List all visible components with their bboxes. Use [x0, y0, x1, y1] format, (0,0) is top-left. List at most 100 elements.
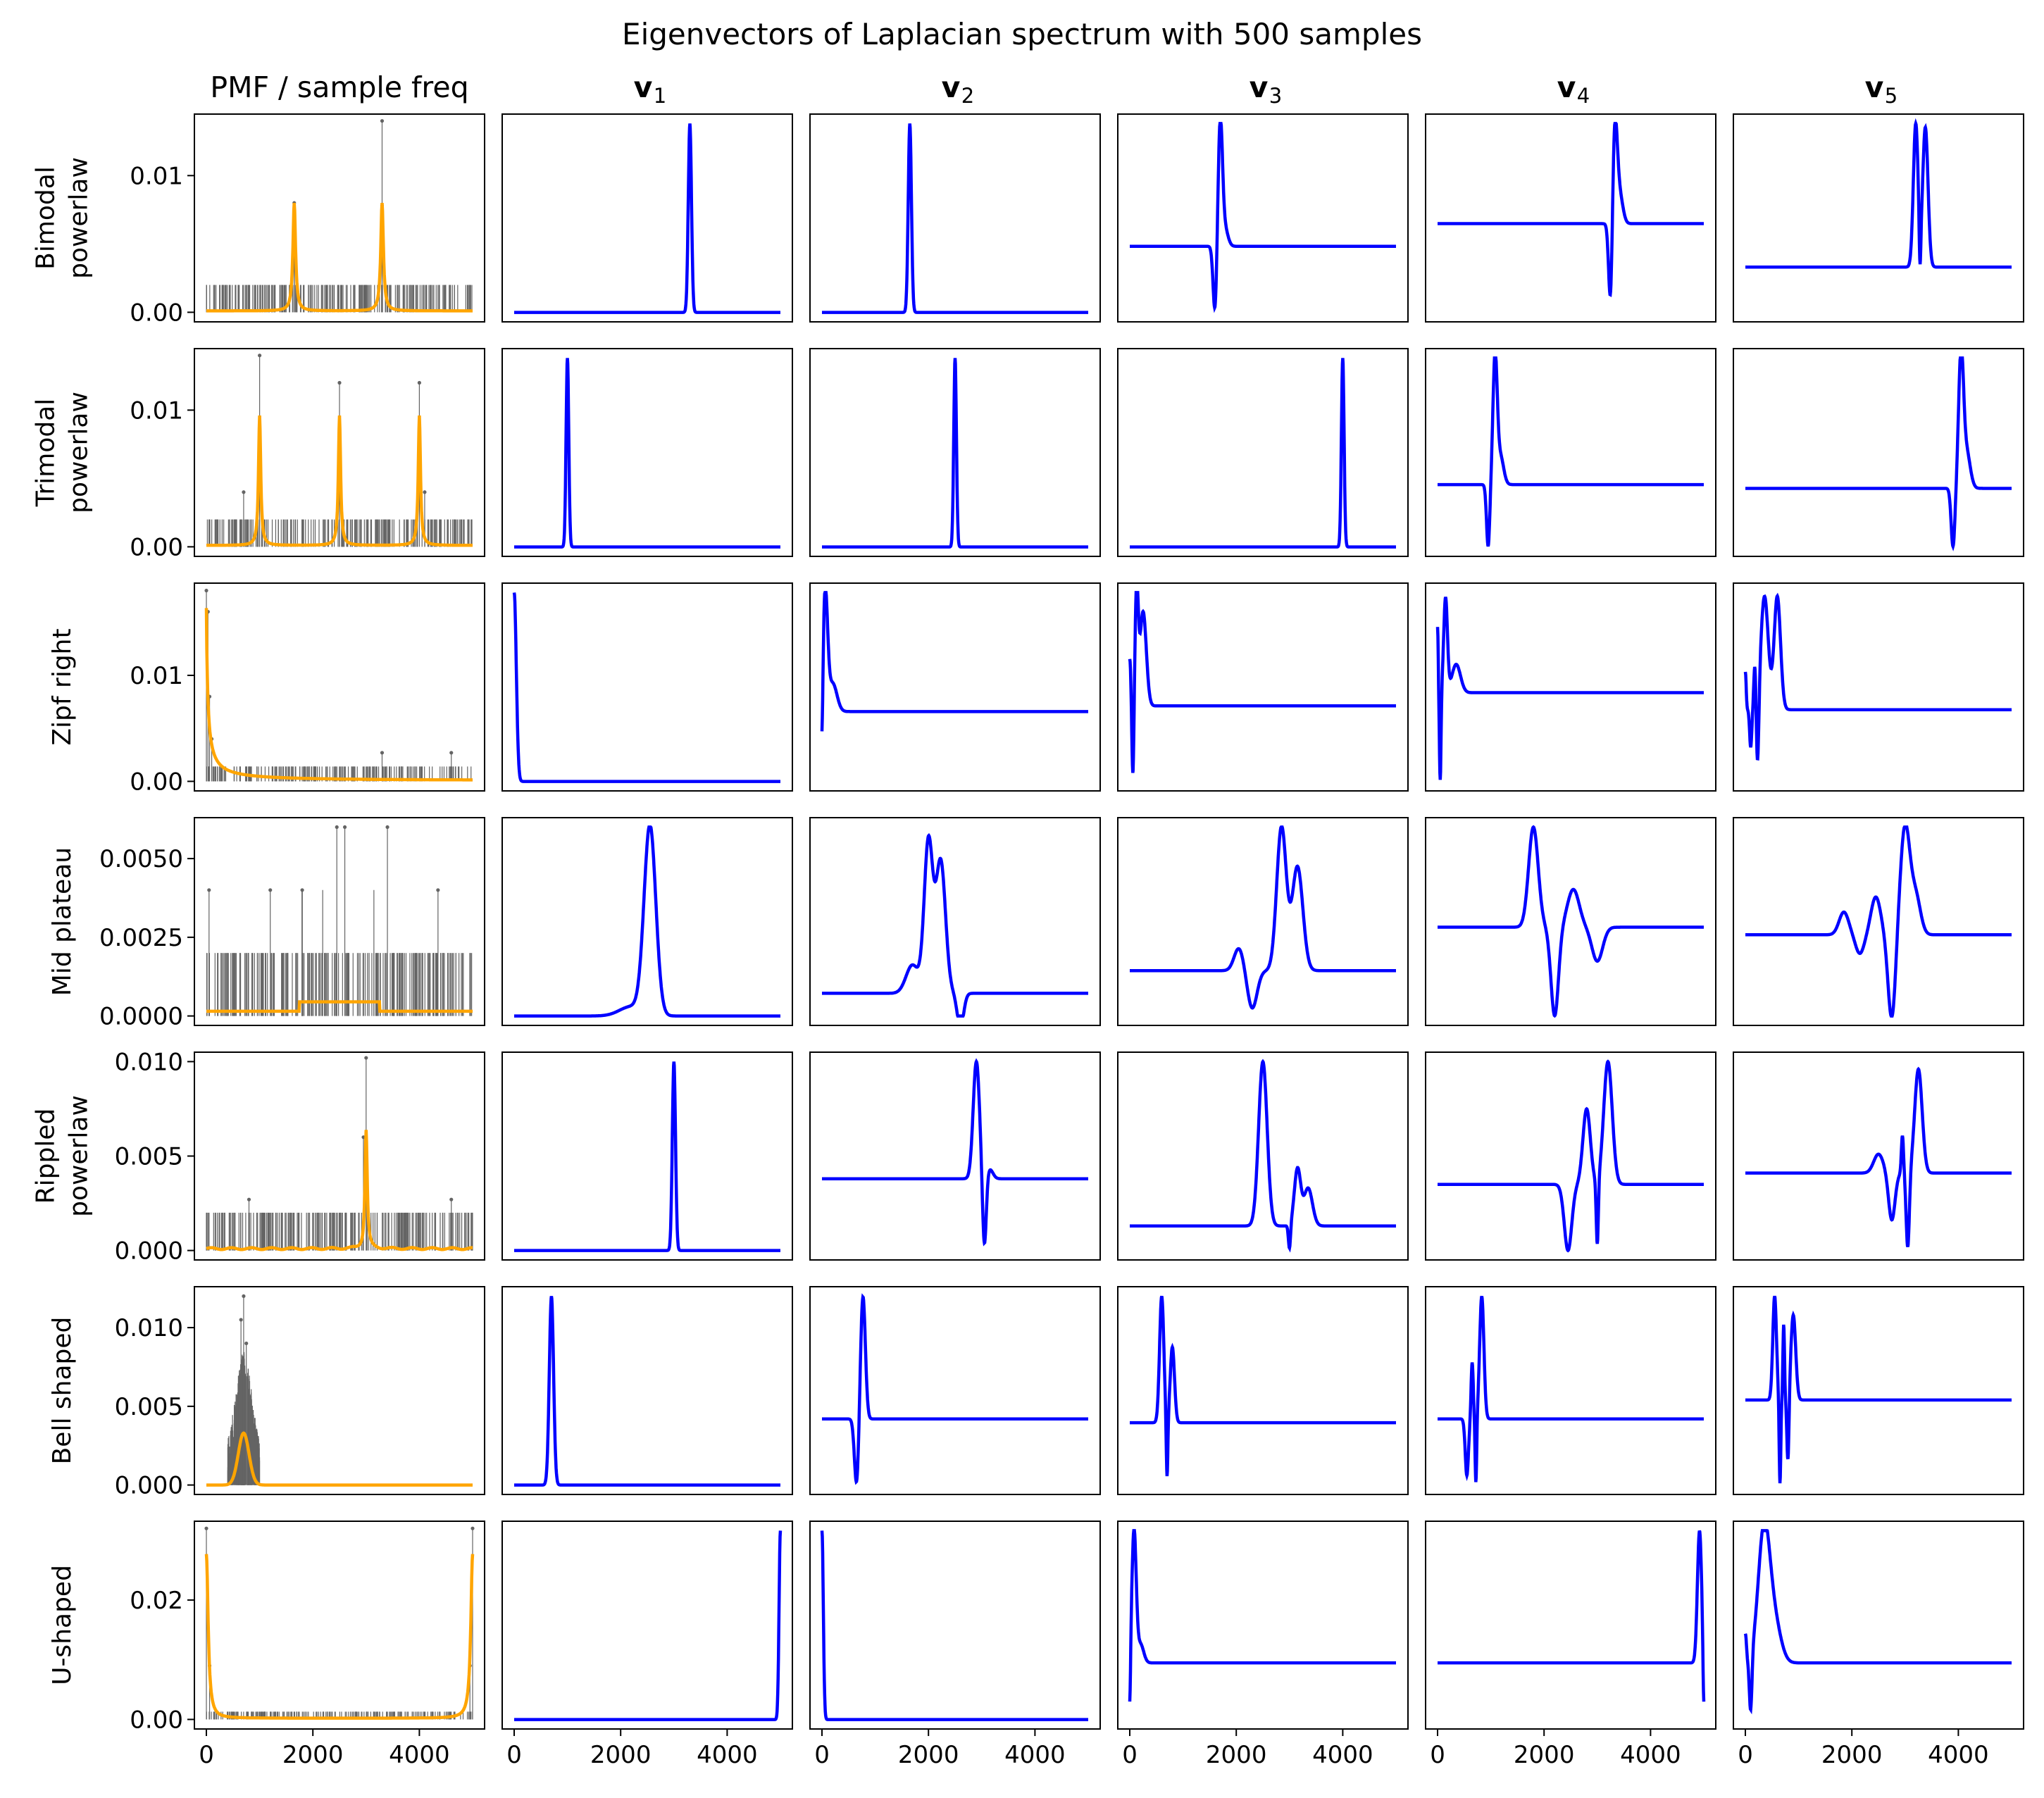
x-tick-label: 0 [1738, 1741, 1753, 1769]
column-title-subscript: 4 [1577, 84, 1590, 108]
eigenvector-line [514, 1296, 780, 1487]
x-tick-label: 4000 [697, 1741, 758, 1769]
axes-frame [809, 1051, 1101, 1261]
row-label: Bimodal powerlaw [32, 157, 94, 279]
sample-marker [449, 1197, 454, 1201]
axes-frame [809, 582, 1101, 792]
sample-marker [380, 751, 385, 755]
sample-marker [247, 1197, 251, 1201]
pmf-plot [206, 1056, 473, 1251]
row-label-line: U-shaped [48, 1565, 77, 1685]
sample-marker [204, 1526, 208, 1530]
axes-frame [194, 113, 485, 323]
x-tick-label: 0 [1122, 1741, 1138, 1769]
row-label-line: powerlaw [65, 392, 94, 513]
row-label-line: powerlaw [65, 1095, 94, 1217]
axes-frame [1425, 817, 1716, 1026]
sample-marker [471, 1526, 475, 1530]
axes-frame [809, 348, 1101, 557]
x-tick-label: 2000 [898, 1741, 959, 1769]
axes-frame [1425, 1051, 1716, 1261]
figure-title: Eigenvectors of Laplacian spectrum with … [622, 17, 1422, 51]
sample-marker [239, 1318, 243, 1322]
axes-frame [501, 1286, 793, 1495]
axes-frame [194, 1286, 485, 1495]
axes-frame [1733, 817, 2024, 1026]
x-tick-label: 0 [814, 1741, 830, 1769]
row-label: Bell shaped [48, 1317, 77, 1465]
pmf-line [206, 202, 473, 313]
sample-marker [449, 751, 454, 755]
x-tick-label: 2000 [590, 1741, 652, 1769]
axes-frame [194, 817, 485, 1026]
x-tick-label: 4000 [389, 1741, 450, 1769]
column-title-subscript: 5 [1885, 84, 1897, 108]
eigenvector-line [1438, 122, 1704, 297]
eigenvector-line [1435, 597, 1704, 780]
eigenvector-line [1745, 1066, 2012, 1248]
eigenvector-line [1438, 1059, 1704, 1253]
row-label: Rippled powerlaw [32, 1095, 94, 1217]
eigenvector-line [822, 123, 1088, 314]
sample-marker [242, 490, 246, 494]
axes-frame [809, 113, 1101, 323]
y-tick-label: 0.0025 [99, 924, 183, 952]
x-tick-label: 0 [199, 1741, 214, 1769]
sample-freq-stems [206, 354, 473, 547]
axes-frame [1733, 1051, 2024, 1261]
y-tick-label: 0.010 [115, 1314, 183, 1342]
sample-marker [300, 888, 304, 892]
sample-marker [385, 825, 390, 830]
axes-frame [501, 1521, 793, 1730]
sample-marker [337, 380, 342, 385]
eigenvector-line [514, 1530, 783, 1721]
x-tick-label: 4000 [1312, 1741, 1373, 1769]
x-tick-label: 0 [1430, 1741, 1445, 1769]
eigenvector-line [514, 1061, 780, 1252]
axes-frame [501, 817, 793, 1026]
pmf-line [206, 415, 473, 547]
pmf-line [206, 1431, 473, 1487]
axes-frame [1425, 1286, 1716, 1495]
axes-frame [1425, 348, 1716, 557]
eigenvector-line [1128, 591, 1396, 773]
row-label: Trimodal powerlaw [32, 392, 94, 513]
pmf-line [204, 1554, 475, 1720]
eigenvector-line [1743, 1529, 2012, 1715]
column-title-v1: v [634, 70, 653, 104]
y-tick-label: 0.01 [130, 662, 183, 690]
column-title-subscript: 1 [654, 84, 666, 108]
x-tick-label: 2000 [1514, 1741, 1575, 1769]
pmf-plot [206, 825, 473, 1016]
x-tick-label: 4000 [1928, 1741, 1989, 1769]
axes-frame [1117, 348, 1409, 557]
eigenvector-line [1130, 1295, 1396, 1477]
y-tick-label: 0.0000 [99, 1003, 183, 1031]
sample-marker [436, 888, 440, 892]
column-title-v2: v [942, 70, 961, 104]
axes-frame [1425, 582, 1716, 792]
eigenvector-line [1743, 592, 2012, 761]
column-title-pmf: PMF / sample freq [210, 70, 468, 104]
pmf-line [204, 608, 473, 782]
y-tick-label: 0.02 [130, 1587, 183, 1615]
eigenvector-line [1438, 825, 1704, 1018]
eigenvector-line [822, 358, 1088, 549]
row-label-line: Zipf right [48, 628, 77, 745]
eigenvector-line [822, 832, 1088, 1018]
y-tick-label: 0.01 [130, 397, 183, 425]
y-tick-label: 0.005 [115, 1143, 183, 1171]
y-tick-label: 0.01 [130, 162, 183, 190]
column-title-subscript: 2 [961, 84, 974, 108]
axes-frame [1733, 348, 2024, 557]
eigenvector-line [1128, 1529, 1396, 1702]
y-tick-label: 0.005 [115, 1393, 183, 1421]
eigenvector-line [514, 123, 780, 314]
sample-marker [268, 888, 273, 892]
x-tick-label: 2000 [1821, 1741, 1883, 1769]
axes-frame [1733, 1521, 2024, 1730]
column-title-v3: v [1250, 70, 1269, 104]
eigenvector-line [1438, 1530, 1706, 1702]
